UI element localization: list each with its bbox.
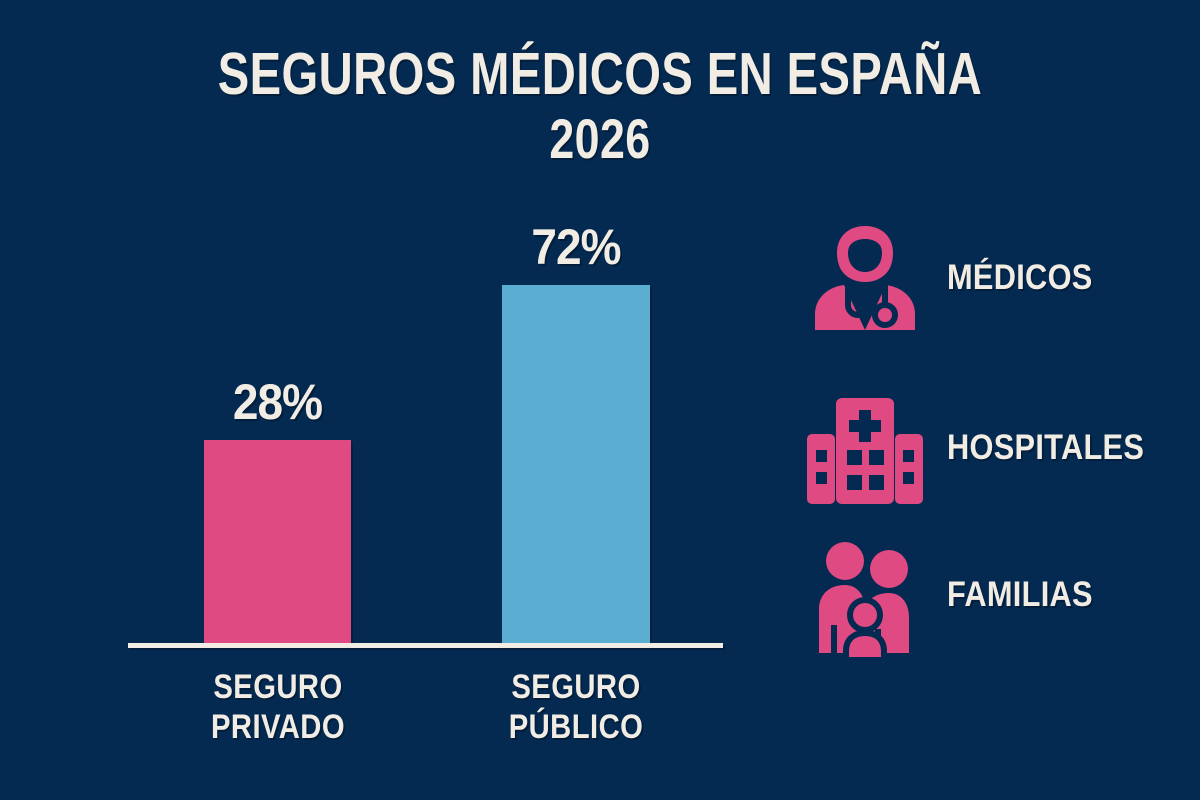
hospital-icon bbox=[795, 381, 935, 516]
legend-item-hospitales: HOSPITALES bbox=[795, 383, 1195, 513]
category-label-privado-line1: SEGURO bbox=[213, 668, 343, 706]
bar-value-public: 72% bbox=[531, 219, 621, 275]
legend: MÉDICOS bbox=[795, 0, 1200, 800]
title-line-2: 2026 bbox=[549, 107, 651, 170]
legend-label-familias: FAMILIAS bbox=[947, 575, 1093, 614]
bar-value-private: 28% bbox=[232, 374, 323, 430]
category-label-publico: SEGURO PÚBLICO bbox=[490, 667, 662, 747]
family-icon bbox=[795, 530, 935, 660]
chart-axis-line bbox=[128, 643, 723, 648]
legend-item-familias: FAMILIAS bbox=[795, 530, 1195, 660]
category-label-privado: SEGURO PRIVADO bbox=[192, 667, 364, 747]
bar-seguro-publico bbox=[502, 285, 650, 645]
legend-label-medicos: MÉDICOS bbox=[947, 258, 1093, 297]
page-title: SEGUROS MÉDICOS EN ESPAÑA 2026 bbox=[0, 44, 1200, 168]
title-line-1: SEGUROS MÉDICOS EN ESPAÑA bbox=[217, 41, 983, 107]
category-label-publico-line2: PÚBLICO bbox=[508, 708, 644, 746]
category-label-publico-line1: SEGURO bbox=[511, 668, 641, 706]
bar-seguro-privado bbox=[204, 440, 351, 645]
category-label-privado-line2: PRIVADO bbox=[210, 708, 346, 746]
legend-label-hospitales: HOSPITALES bbox=[947, 428, 1145, 467]
legend-item-medicos: MÉDICOS bbox=[795, 213, 1195, 343]
doctor-icon bbox=[795, 213, 935, 343]
bar-chart: 28% 72% SEGURO PRIVADO SEGURO PÚBLICO bbox=[128, 219, 723, 747]
